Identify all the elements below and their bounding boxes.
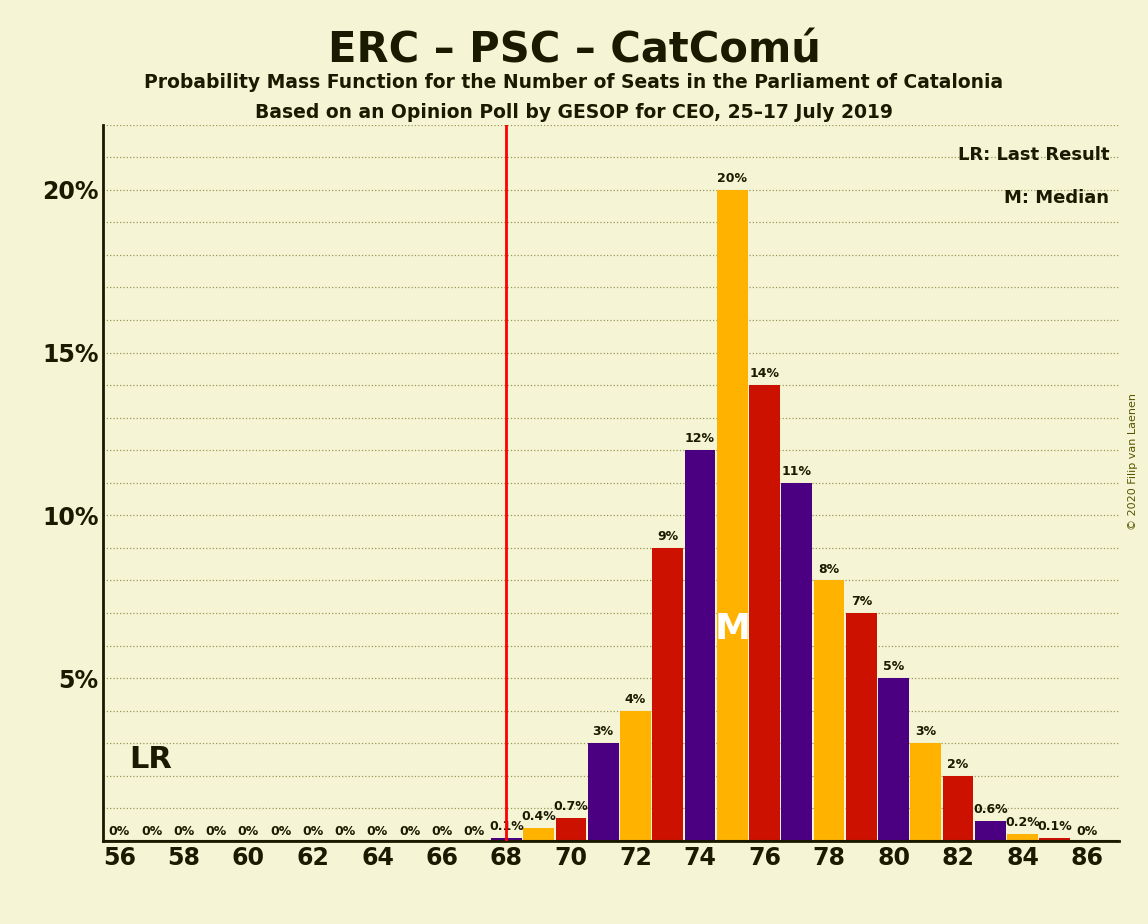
Text: LR: Last Result: LR: Last Result (957, 146, 1109, 164)
Text: 12%: 12% (685, 432, 715, 445)
Bar (782, 482, 812, 841)
Bar (975, 821, 1006, 841)
Bar (556, 818, 587, 841)
Bar (943, 776, 974, 841)
Bar (523, 828, 554, 841)
Text: 7%: 7% (851, 595, 871, 608)
Text: 3%: 3% (915, 725, 937, 738)
Bar (652, 548, 683, 841)
Text: 0%: 0% (400, 825, 420, 838)
Text: Probability Mass Function for the Number of Seats in the Parliament of Catalonia: Probability Mass Function for the Number… (145, 73, 1003, 92)
Text: LR: LR (129, 745, 172, 774)
Text: 11%: 11% (782, 465, 812, 478)
Bar (846, 613, 877, 841)
Text: 0%: 0% (302, 825, 324, 838)
Text: ERC – PSC – CatComú: ERC – PSC – CatComú (327, 30, 821, 71)
Text: 2%: 2% (947, 758, 969, 771)
Text: Based on an Opinion Poll by GESOP for CEO, 25–17 July 2019: Based on an Opinion Poll by GESOP for CE… (255, 103, 893, 123)
Bar (1039, 837, 1070, 841)
Text: 0%: 0% (109, 825, 130, 838)
Text: 0%: 0% (238, 825, 259, 838)
Text: 0.4%: 0.4% (521, 810, 556, 823)
Bar (684, 450, 715, 841)
Text: 0%: 0% (141, 825, 162, 838)
Bar (750, 385, 779, 841)
Bar (718, 189, 747, 841)
Text: 0.7%: 0.7% (553, 800, 589, 813)
Bar (910, 743, 941, 841)
Bar (620, 711, 651, 841)
Text: 0%: 0% (1077, 825, 1097, 838)
Text: 0%: 0% (205, 825, 227, 838)
Bar (878, 678, 909, 841)
Text: 0%: 0% (270, 825, 292, 838)
Text: 14%: 14% (750, 367, 779, 381)
Bar (814, 580, 844, 841)
Text: 0%: 0% (432, 825, 452, 838)
Bar (588, 743, 619, 841)
Text: 0%: 0% (334, 825, 356, 838)
Text: 4%: 4% (625, 693, 646, 706)
Text: 0%: 0% (464, 825, 484, 838)
Text: 8%: 8% (819, 563, 839, 576)
Bar (491, 837, 522, 841)
Text: M: Median: M: Median (1004, 189, 1109, 207)
Text: 0%: 0% (367, 825, 388, 838)
Text: 0.2%: 0.2% (1006, 817, 1040, 830)
Text: 3%: 3% (592, 725, 614, 738)
Text: 0.1%: 0.1% (1038, 820, 1072, 833)
Text: 0%: 0% (173, 825, 194, 838)
Text: M: M (714, 613, 751, 646)
Text: © 2020 Filip van Laenen: © 2020 Filip van Laenen (1128, 394, 1138, 530)
Text: 0.1%: 0.1% (489, 820, 523, 833)
Text: 20%: 20% (718, 172, 747, 185)
Text: 5%: 5% (883, 661, 905, 674)
Text: 0.6%: 0.6% (974, 804, 1008, 817)
Bar (1007, 834, 1038, 841)
Text: 9%: 9% (657, 530, 678, 543)
